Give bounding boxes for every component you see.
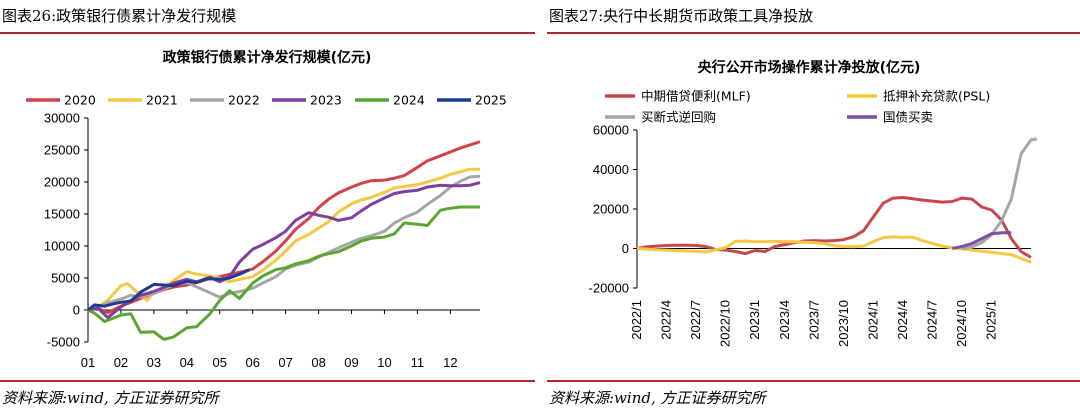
left-x-tick-label: 05	[213, 355, 227, 370]
left-x-tick-label: 03	[147, 355, 161, 370]
right-series-line-1	[636, 235, 1032, 264]
left-chart-series	[87, 140, 481, 341]
left-y-tick-label: 10000	[44, 239, 80, 254]
legend-label: 2021	[146, 93, 178, 108]
right-source-note: 资料来源:wind, 方正证券研究所	[549, 389, 766, 407]
right-y-tick-label: 20000	[593, 202, 629, 217]
right-legend-item-1: 抵押补充贷款(PSL)	[847, 89, 990, 104]
right-chart-axes: -20000 0 20000 40000 60000 2022/1 2022/4 2022/7…	[589, 123, 1031, 347]
legend-label: 2024	[393, 93, 425, 108]
right-chart-legend: 中期借贷便利(MLF) 抵押补充贷款(PSL) 买断式逆回购 国债买卖	[605, 89, 990, 125]
right-x-tick-label: 2023/7	[806, 300, 821, 340]
left-x-tick-label: 04	[180, 355, 194, 370]
left-figure-panel: 图表26:政策银行债累计净发行规模 政策银行债累计净发行规模(亿元) 2020 2…	[0, 0, 535, 415]
right-series-line-3	[951, 231, 1012, 250]
left-top-rule	[0, 32, 535, 34]
left-series-line-2025	[87, 268, 251, 312]
right-x-tick-label: 2024/10	[954, 300, 969, 347]
right-y-tick-label: 40000	[593, 162, 629, 177]
left-series-line-2024	[87, 205, 480, 341]
right-y-tick-label: 60000	[593, 123, 629, 138]
legend-label: 国债买卖	[883, 110, 933, 125]
legend-label: 2025	[475, 93, 507, 108]
left-legend-item-2025: 2025	[437, 93, 507, 108]
left-legend-item-2022: 2022	[190, 93, 260, 108]
left-y-tick-label: 20000	[44, 175, 80, 190]
right-legend-item-3: 国债买卖	[847, 110, 933, 125]
left-series-line-2021	[87, 167, 480, 312]
legend-label: 2022	[228, 93, 260, 108]
right-x-tick-label: 2022/10	[718, 300, 733, 347]
left-y-tick-label: 15000	[44, 207, 80, 222]
left-legend-item-2021: 2021	[108, 93, 178, 108]
right-x-tick-label: 2023/10	[836, 300, 851, 347]
left-y-tick-label: 0	[73, 303, 80, 318]
left-x-tick-label: 08	[311, 355, 325, 370]
left-legend-item-2023: 2023	[272, 93, 342, 108]
left-x-tick-label: 11	[411, 355, 425, 370]
left-x-tick-label: 09	[344, 355, 358, 370]
right-legend-item-0: 中期借贷便利(MLF)	[605, 89, 751, 104]
left-y-tick-label: -5000	[47, 335, 80, 350]
right-chart-series	[636, 137, 1038, 264]
right-x-tick-label: 2024/4	[895, 300, 910, 340]
right-series-line-0	[636, 196, 1032, 259]
left-legend-item-2024: 2024	[355, 93, 425, 108]
legend-label: 中期借贷便利(MLF)	[641, 89, 751, 104]
right-y-tick-label: -20000	[589, 281, 629, 296]
left-legend-item-2020: 2020	[26, 93, 96, 108]
right-x-tick-label: 2022/7	[688, 300, 703, 340]
left-source-note: 资料来源:wind, 方正证券研究所	[2, 389, 219, 407]
legend-label: 买断式逆回购	[641, 110, 716, 125]
left-bottom-rule	[0, 380, 535, 382]
left-x-tick-label: 06	[245, 355, 259, 370]
right-figure-title: 图表27:央行中长期货币政策工具净投放	[549, 7, 814, 25]
right-x-tick-label: 2025/1	[984, 300, 999, 340]
left-chart-legend: 2020 2021 2022 2023 2024 2025	[26, 93, 507, 108]
right-x-tick-label: 2024/1	[865, 300, 880, 340]
right-series-line-2	[961, 137, 1038, 250]
right-chart: 央行公开市场操作累计净投放(亿元) 中期借贷便利(MLF) 抵押补充贷款(PSL)…	[589, 59, 1038, 347]
right-figure-panel: 图表27:央行中长期货币政策工具净投放 央行公开市场操作累计净投放(亿元) 中期…	[547, 0, 1080, 415]
left-chart-axes: -5000 0 5000 10000 15000 20000 25000 30000 01 02 0…	[44, 111, 480, 370]
left-series-line-2023	[87, 181, 481, 320]
right-x-tick-label: 2022/1	[629, 300, 644, 340]
left-x-tick-label: 12	[443, 355, 457, 370]
right-x-tick-label: 2023/1	[747, 300, 762, 340]
left-figure-title: 图表26:政策银行债累计净发行规模	[2, 7, 237, 25]
right-x-tick-label: 2022/4	[659, 300, 674, 340]
left-chart-title: 政策银行债累计净发行规模(亿元)	[163, 49, 372, 66]
legend-label: 2023	[310, 93, 342, 108]
right-bottom-rule	[547, 380, 1080, 382]
left-x-tick-label: 10	[377, 355, 391, 370]
left-y-tick-label: 5000	[51, 271, 80, 286]
left-y-tick-label: 25000	[44, 143, 80, 158]
left-x-tick-label: 02	[114, 355, 128, 370]
right-top-rule	[547, 32, 1080, 34]
legend-label: 抵押补充贷款(PSL)	[883, 89, 990, 104]
legend-label: 2020	[64, 93, 96, 108]
right-legend-item-2: 买断式逆回购	[605, 110, 716, 125]
right-x-tick-label: 2024/7	[925, 300, 940, 340]
left-x-tick-label: 01	[81, 355, 95, 370]
left-chart: 政策银行债累计净发行规模(亿元) 2020 2021 2022 2023 2024 202…	[26, 49, 507, 370]
left-x-tick-label: 07	[278, 355, 292, 370]
right-chart-title: 央行公开市场操作累计净投放(亿元)	[698, 59, 921, 76]
right-x-tick-label: 2023/4	[777, 300, 792, 340]
right-y-tick-label: 0	[622, 241, 629, 256]
left-y-tick-label: 30000	[44, 111, 80, 126]
